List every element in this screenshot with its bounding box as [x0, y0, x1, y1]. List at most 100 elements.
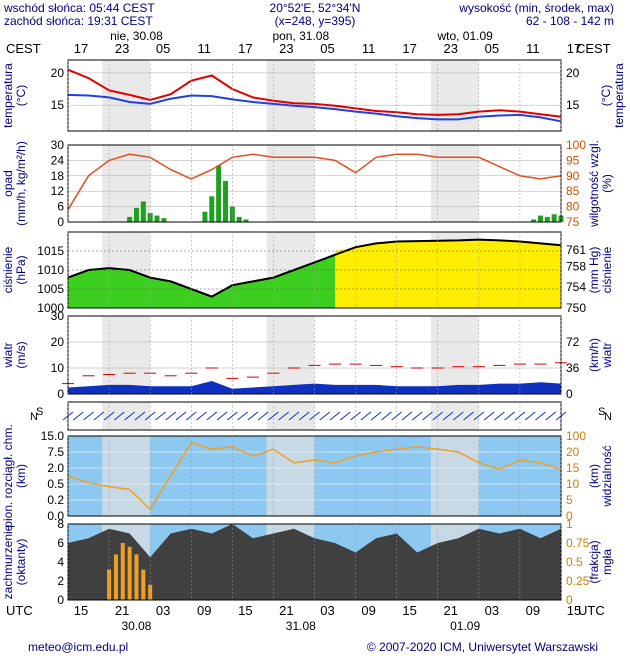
wind-kmh-tick: 36 [566, 361, 580, 375]
precip-bar [243, 219, 249, 222]
visibility-ylabel-line: widzialność [600, 445, 614, 507]
precip-bar [544, 216, 550, 222]
wind-direction-arrow [319, 411, 331, 421]
wind-direction-arrow [370, 411, 382, 421]
utc-tick-label: 15 [402, 603, 416, 618]
wind-ylabel-right-line: wiatr [600, 342, 614, 368]
cloud-extent-ytick: 7.5 [47, 445, 64, 459]
visibility-ytick: 5 [566, 493, 573, 507]
wind-direction-arrow [237, 411, 248, 421]
cloud-ytick: 0 [57, 593, 64, 607]
wind-direction-arrow [360, 411, 372, 421]
cest-tick-label: 17 [74, 41, 88, 56]
precip-ytick: 6 [57, 200, 64, 214]
wind-ytick: 10 [51, 361, 65, 375]
compass-s-left: S [36, 406, 43, 418]
precip-ytick: 18 [51, 169, 65, 183]
cloud-extent-ylabel-line: (km) [14, 464, 28, 488]
precip-bar [236, 216, 242, 222]
utc-tick-label: 15 [74, 603, 88, 618]
precip-bar [140, 201, 146, 222]
night-band [266, 402, 315, 430]
cest-label-left: CEST [6, 41, 41, 56]
wind-direction-arrow [72, 411, 84, 421]
wind-direction-arrow [114, 411, 125, 421]
wind-ylabel-left-line: wiatr [1, 342, 15, 368]
cloud-ytick: 8 [57, 517, 64, 531]
temp-ytick-left: 20 [51, 66, 65, 80]
pressure-high-area [335, 239, 561, 308]
wind-ytick: 20 [51, 335, 65, 349]
utc-tick-label: 03 [156, 603, 170, 618]
fog-ytick: 0.25 [566, 574, 590, 588]
night-band [102, 436, 151, 516]
cloud-extent-ytick: 15.0 [41, 429, 65, 443]
wind-kmh-tick: 72 [566, 335, 580, 349]
temp-ylabel-right-line: temperatura [612, 63, 626, 128]
night-band [102, 60, 151, 131]
cest-tick-label: 05 [485, 41, 499, 56]
wind-direction-arrow [196, 411, 207, 421]
utc-tick-label: 09 [361, 603, 375, 618]
height-values: 62 - 108 - 142 m [526, 14, 614, 28]
cloud-ytick: 2 [57, 574, 64, 588]
temp-ylabel-left-line: (°C) [14, 85, 28, 106]
pressure-ytick: 1005 [37, 282, 64, 296]
cloud-ylabel: zachmurzenie (oktanty) [1, 524, 28, 599]
utc-tick-label: 03 [485, 603, 499, 618]
utc-tick-label: 15 [238, 603, 252, 618]
humidity-ytick: 100 [566, 138, 586, 152]
temp-ylabel-left-line: temperatura [1, 63, 15, 128]
humidity-ytick: 80 [566, 200, 580, 214]
fog-bar [141, 569, 146, 600]
pressure-ytick: 1010 [37, 263, 64, 277]
precip-ylabel: opad (mm/h, kg/m²/h) [1, 141, 28, 226]
temp-ylabel-right-line: (°C) [599, 85, 613, 106]
precip-bar [537, 215, 543, 222]
precip-bar [202, 211, 208, 222]
visibility-ytick: 100 [566, 429, 586, 443]
precip-bar [133, 207, 139, 222]
precip-bar [222, 180, 228, 222]
wind-direction-arrow [494, 411, 505, 421]
wind-ylabel-left-line: (m/s) [14, 341, 28, 368]
wind-ylabel-right-line: (km/h) [587, 338, 601, 372]
cest-tick-label: 23 [279, 41, 293, 56]
cloud-extent-ylabel-line: pion. rozciągł. chm. [1, 424, 15, 527]
wind-direction-arrow [278, 411, 289, 421]
pressure-mmhg-tick: 754 [566, 280, 586, 294]
wind-direction-arrow [257, 411, 269, 421]
compass-n-right: N [604, 411, 612, 423]
wind-direction-arrow [401, 411, 413, 421]
fog-bar [120, 543, 125, 600]
temp-ytick-left: 15 [51, 98, 65, 112]
night-band [430, 316, 479, 394]
utc-date-label: 30.08 [121, 619, 151, 633]
humidity-ylabel-line: (%) [600, 174, 614, 193]
cloud-ylabel-line: zachmurzenie [1, 524, 15, 599]
utc-tick-label: 21 [115, 603, 129, 618]
wind-direction-arrow [93, 411, 105, 421]
fog-ytick: 1 [566, 517, 573, 531]
precip-bar [154, 215, 160, 222]
wind-direction-arrow [442, 411, 454, 421]
cloud-ytick: 6 [57, 536, 64, 550]
visibility-ylabel-line: (km) [587, 464, 601, 488]
wind-direction-arrow [175, 411, 187, 421]
footer-email[interactable]: meteo@icm.edu.pl [28, 640, 128, 654]
visibility-ytick: 10 [566, 477, 580, 491]
cloud-extent-ylabel: pion. rozciągł. chm. (km) [1, 424, 28, 527]
utc-label-left: UTC [6, 603, 33, 618]
cest-tick-label: 23 [115, 41, 129, 56]
pressure-ylabel-left: ciśnienie (hPa) [1, 246, 28, 293]
wind-direction-arrow [483, 411, 495, 421]
wind-ylabel-right: (km/h) wiatr [587, 338, 614, 372]
wind-direction-arrow [165, 411, 177, 421]
wind-direction-arrow [124, 411, 135, 421]
pressure-ylabel-left-line: (hPa) [14, 255, 28, 284]
fog-ylabel: (frakcja) mgła [587, 540, 614, 583]
humidity-ylabel-line: wilgotność wzgl. [587, 140, 601, 228]
visibility-ytick: 15 [566, 461, 580, 475]
humidity-ylabel: wilgotność wzgl. (%) [587, 140, 614, 228]
